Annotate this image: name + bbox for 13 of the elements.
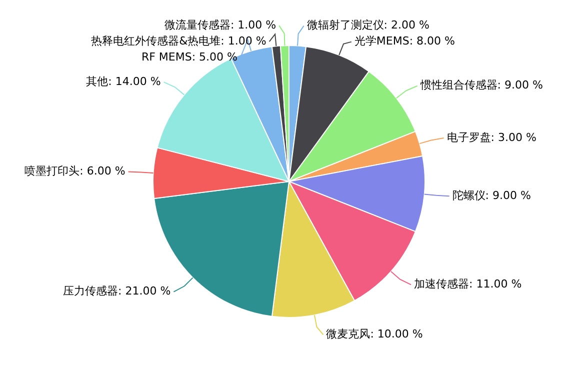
slice-label: 加速传感器: 11.00 % bbox=[414, 278, 522, 291]
slice-label: 陀螺仪: 9.00 % bbox=[452, 189, 531, 202]
slice-label: 微麦克风: 10.00 % bbox=[326, 328, 423, 341]
slice-label: 其他: 14.00 % bbox=[86, 74, 161, 88]
slice-label: 光学MEMS: 8.00 % bbox=[354, 34, 455, 48]
slice-label: 电子罗盘: 3.00 % bbox=[446, 130, 536, 144]
slice-label: 微辐射了测定仪: 2.00 % bbox=[306, 18, 430, 32]
slice-label: 压力传感器: 21.00 % bbox=[63, 284, 171, 298]
slice-label: 热释电红外传感器&热电堆: 1.00 % bbox=[91, 34, 266, 48]
slice-label: RF MEMS: 5.00 % bbox=[141, 50, 238, 64]
slice-label: 惯性组合传感器: 9.00 % bbox=[419, 78, 543, 92]
slice-label: 微流量传感器: 1.00 % bbox=[164, 18, 276, 32]
slice-label: 喷墨打印头: 6.00 % bbox=[24, 164, 126, 178]
